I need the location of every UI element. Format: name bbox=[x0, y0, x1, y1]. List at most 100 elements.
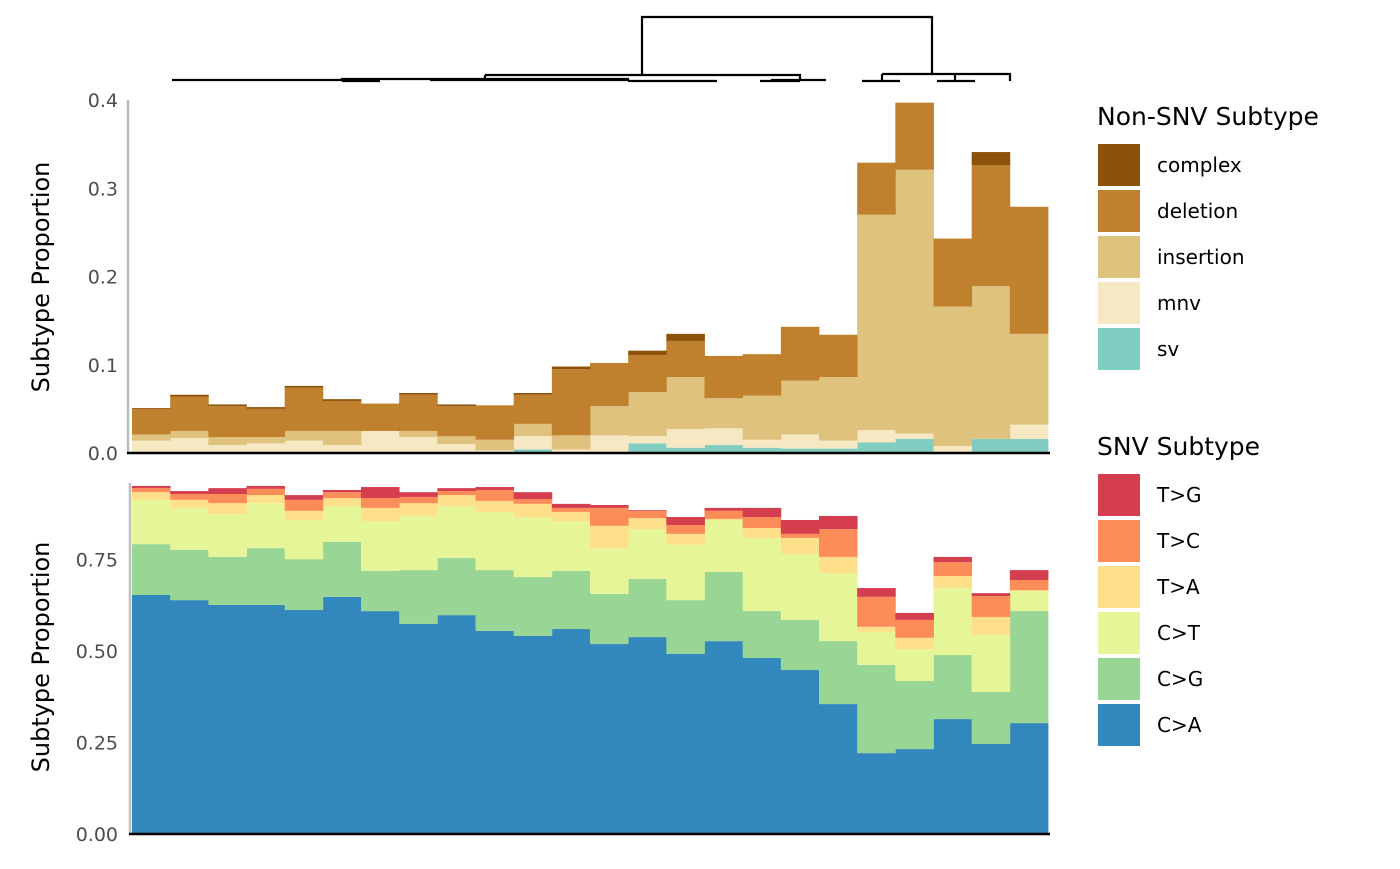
bar-segment-ctoa-5 bbox=[284, 610, 324, 834]
legend-key-deletion bbox=[1098, 190, 1140, 232]
bar-segment-sv-14 bbox=[628, 443, 667, 453]
legend-label: C>T bbox=[1157, 621, 1201, 645]
bar-segment-mnv-5 bbox=[284, 440, 324, 453]
bar-segment-ttoc-20 bbox=[857, 596, 896, 627]
bar-segment-ctoa-20 bbox=[857, 753, 896, 834]
legend-key-ctot bbox=[1098, 612, 1140, 654]
legend-label: T>G bbox=[1156, 483, 1201, 507]
bar-segment-ctot-18 bbox=[780, 554, 820, 620]
bar-segment-ttoa-16 bbox=[704, 518, 744, 520]
bar-segment-complex-3 bbox=[208, 404, 247, 407]
y-axis-title: Subtype Proportion bbox=[27, 162, 55, 393]
bar-segment-ttoa-3 bbox=[208, 503, 247, 515]
legend-label: T>C bbox=[1156, 529, 1200, 553]
bar-segment-insertion-5 bbox=[284, 430, 324, 441]
bar-segment-ttog-24 bbox=[1009, 570, 1049, 580]
bar-segment-ttoc-10 bbox=[475, 489, 515, 501]
bar-segment-ttoc-22 bbox=[933, 562, 973, 576]
bar-segment-ctoa-16 bbox=[704, 641, 744, 834]
legend-label: C>A bbox=[1157, 713, 1202, 737]
bar-segment-insertion-20 bbox=[857, 214, 896, 431]
bar-segment-ctot-19 bbox=[819, 573, 858, 642]
y-tick-label: 0.25 bbox=[76, 733, 118, 755]
y-axis-title: Subtype Proportion bbox=[27, 542, 55, 773]
bar-segment-mnv-22 bbox=[933, 445, 973, 453]
bar-segment-ttoa-22 bbox=[933, 575, 973, 589]
bar-segment-sv-20 bbox=[857, 442, 896, 453]
bar-segment-mnv-10 bbox=[475, 450, 515, 453]
bar-segment-mnv-4 bbox=[246, 443, 286, 453]
bar-segment-deletion-4 bbox=[246, 408, 286, 438]
bar-segment-ttog-14 bbox=[628, 510, 667, 511]
bar-segment-sv-11 bbox=[513, 449, 553, 453]
bar-segment-ctot-8 bbox=[399, 515, 438, 571]
bar-segment-ctog-9 bbox=[437, 558, 476, 616]
bar-segment-ttoc-6 bbox=[322, 492, 362, 499]
bar-segment-ttoc-13 bbox=[590, 507, 629, 526]
legend-key-ctog bbox=[1098, 658, 1140, 700]
bar-segment-ctot-20 bbox=[857, 631, 896, 665]
bar-segment-ctoa-14 bbox=[628, 637, 667, 834]
bar-segment-deletion-23 bbox=[971, 165, 1011, 287]
bar-segment-ctot-11 bbox=[513, 517, 553, 578]
bar-segment-ctot-4 bbox=[246, 503, 286, 549]
bar-segment-mnv-17 bbox=[742, 439, 782, 448]
bar-segment-ttoa-19 bbox=[819, 556, 858, 574]
bar-segment-ttoc-15 bbox=[666, 525, 705, 534]
bar-segment-mnv-24 bbox=[1009, 424, 1049, 439]
bar-segment-sv-18 bbox=[780, 448, 820, 453]
bar-segment-ctot-10 bbox=[475, 511, 515, 571]
bar-segment-ttog-4 bbox=[246, 485, 286, 489]
legend-title: SNV Subtype bbox=[1097, 432, 1260, 461]
bar-segment-ttoc-2 bbox=[170, 493, 209, 500]
bar-segment-ctoa-12 bbox=[551, 629, 591, 834]
legend-label: sv bbox=[1157, 337, 1179, 361]
bar-segment-mnv-1 bbox=[132, 440, 171, 453]
bar-segment-ctot-5 bbox=[284, 519, 324, 560]
bar-segment-complex-15 bbox=[666, 333, 705, 341]
bar-segment-insertion-17 bbox=[742, 395, 782, 440]
bar-segment-insertion-14 bbox=[628, 392, 667, 437]
legend-label: mnv bbox=[1157, 291, 1201, 315]
bar-segment-deletion-9 bbox=[437, 406, 476, 437]
bar-segment-complex-9 bbox=[437, 404, 476, 407]
y-tick-label: 0.1 bbox=[88, 355, 118, 377]
bar-segment-mnv-16 bbox=[704, 428, 744, 446]
bar-segment-mnv-19 bbox=[819, 440, 858, 449]
bar-segment-ttoc-8 bbox=[399, 496, 438, 504]
bar-segment-ttog-9 bbox=[437, 488, 476, 492]
bar-segment-ttoc-21 bbox=[895, 619, 934, 638]
bar-segment-mnv-2 bbox=[170, 438, 209, 453]
bar-segment-complex-8 bbox=[399, 392, 438, 395]
legend-key-ctoa bbox=[1098, 704, 1140, 746]
bar-segment-ttoa-18 bbox=[780, 537, 820, 555]
bar-segment-ctoa-13 bbox=[590, 644, 629, 834]
bar-segment-sv-23 bbox=[971, 438, 1011, 453]
legend-non-snv: Non-SNV Subtype complex deletion insertion… bbox=[1097, 102, 1319, 370]
bar-segment-deletion-24 bbox=[1009, 206, 1049, 334]
bar-segment-ctog-16 bbox=[704, 571, 744, 642]
bar-segment-ctoa-7 bbox=[361, 611, 400, 834]
bar-segment-insertion-22 bbox=[933, 306, 973, 446]
bar-segment-ttoc-12 bbox=[551, 507, 591, 512]
bar-segment-ctog-21 bbox=[895, 681, 934, 750]
bar-segment-deletion-1 bbox=[132, 408, 171, 435]
legend-key-insertion bbox=[1098, 236, 1140, 278]
dendrogram-left-sub bbox=[172, 75, 717, 83]
bar-segment-ttoa-21 bbox=[895, 637, 934, 650]
bar-segment-deletion-19 bbox=[819, 334, 858, 378]
bar-segment-ctoa-8 bbox=[399, 623, 438, 834]
bar-segment-ctot-22 bbox=[933, 588, 973, 656]
legend-key-mnv bbox=[1098, 282, 1140, 324]
bar-segment-ttoc-1 bbox=[132, 488, 171, 493]
bar-segment-ttoc-9 bbox=[437, 491, 476, 496]
bar-segment-ctot-12 bbox=[551, 521, 591, 571]
bar-segment-ttoc-3 bbox=[208, 493, 247, 504]
bar-segment-sv-16 bbox=[704, 445, 744, 453]
bar-segment-mnv-13 bbox=[590, 435, 629, 453]
bar-segment-insertion-24 bbox=[1009, 333, 1049, 425]
bar-segment-ctog-2 bbox=[170, 549, 209, 601]
y-tick-label: 0.00 bbox=[76, 824, 118, 846]
bar-segment-insertion-2 bbox=[170, 430, 209, 438]
bar-segment-complex-2 bbox=[170, 394, 209, 397]
